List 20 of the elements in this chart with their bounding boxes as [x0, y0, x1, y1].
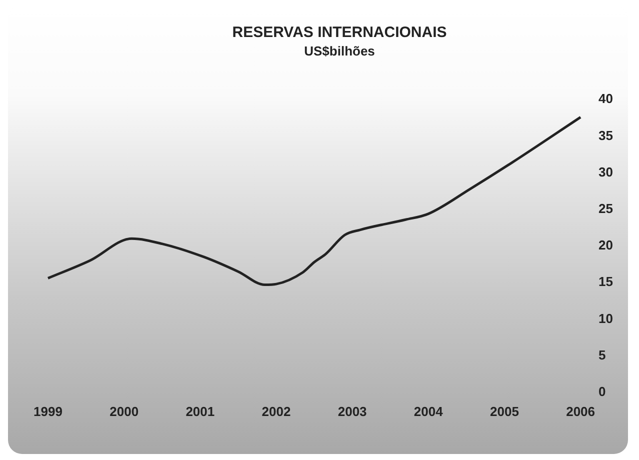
y-tick-label: 25 — [598, 200, 614, 216]
y-tick-label: 15 — [598, 274, 614, 290]
y-tick-label: 5 — [598, 347, 606, 362]
x-tick-label: 2001 — [186, 404, 215, 419]
x-tick-label: 2006 — [566, 404, 595, 419]
x-tick-label: 2000 — [110, 404, 139, 419]
chart-subtitle: US$bilhões — [304, 43, 375, 58]
y-tick-label: 20 — [598, 238, 614, 253]
x-tick-label: 2003 — [338, 404, 367, 419]
x-tick-label: 2004 — [414, 404, 444, 419]
y-tick-label: 10 — [598, 310, 614, 326]
line-series — [46, 116, 582, 286]
x-tick-label: 2002 — [262, 404, 291, 419]
x-tick-label: 1999 — [34, 404, 62, 419]
chart-title: RESERVAS INTERNACIONAIS — [232, 24, 447, 42]
y-tick-label: 40 — [598, 91, 614, 106]
x-tick-label: 2005 — [490, 404, 519, 419]
y-tick-label: 35 — [598, 128, 614, 143]
y-tick-label: 0 — [598, 384, 606, 399]
y-tick-label: 30 — [598, 164, 614, 180]
